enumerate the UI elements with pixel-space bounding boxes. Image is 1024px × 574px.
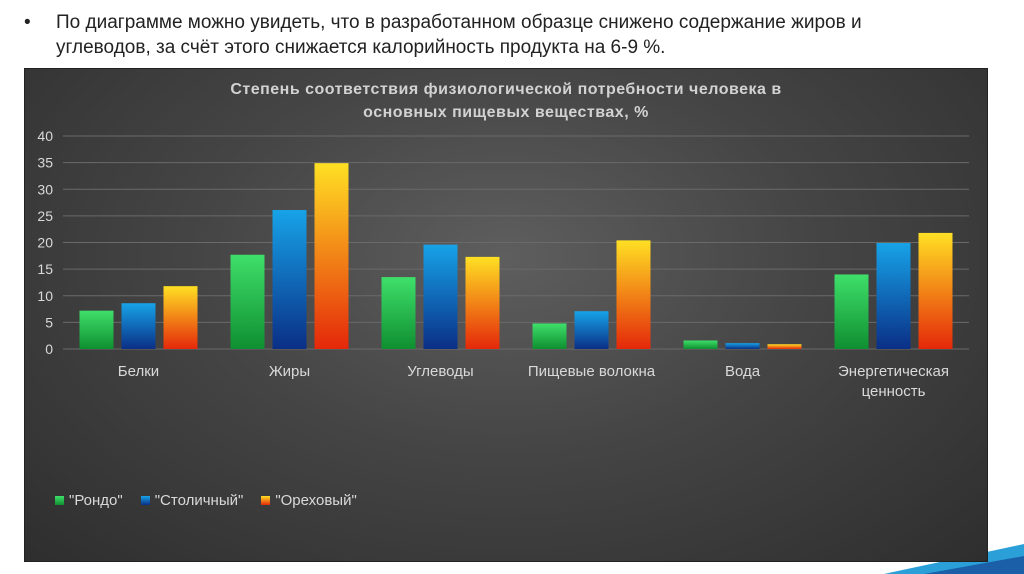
bar bbox=[272, 210, 307, 349]
y-tick-label: 35 bbox=[37, 155, 53, 171]
x-tick-label: Пищевые волокна bbox=[528, 363, 656, 380]
bar bbox=[876, 243, 911, 349]
y-tick-label: 10 bbox=[37, 288, 53, 304]
bar bbox=[314, 163, 349, 349]
bullet-marker: • bbox=[24, 12, 31, 33]
y-tick-label: 15 bbox=[37, 261, 53, 277]
legend-swatch bbox=[261, 496, 271, 505]
chart-legend: "Рондо" "Столичный" "Ореховый" bbox=[55, 492, 357, 509]
y-tick-label: 25 bbox=[37, 208, 53, 224]
legend-item: "Рондо" bbox=[55, 492, 123, 509]
bar bbox=[574, 311, 609, 349]
legend-swatch bbox=[140, 496, 150, 505]
bullet-point: • По диаграмме можно увидеть, что в разр… bbox=[20, 10, 1010, 60]
bar bbox=[381, 277, 416, 349]
legend-label: "Столичный" bbox=[154, 492, 244, 509]
y-tick-label: 30 bbox=[37, 181, 53, 197]
bar bbox=[230, 254, 265, 349]
chart-title: Степень соответствия физиологической пот… bbox=[25, 78, 987, 124]
bar bbox=[918, 232, 953, 349]
legend-label: "Ореховый" bbox=[275, 492, 357, 509]
y-tick-label: 40 bbox=[37, 128, 53, 144]
chart-title-line-2: основных пищевых веществах, % bbox=[363, 104, 649, 121]
y-tick-label: 20 bbox=[37, 235, 53, 251]
bar bbox=[616, 240, 651, 349]
bar bbox=[532, 323, 567, 349]
x-tick-label: Углеводы bbox=[407, 363, 473, 380]
x-tick-label: Жиры bbox=[269, 363, 310, 380]
legend-swatch bbox=[55, 496, 64, 505]
bar bbox=[465, 256, 500, 349]
legend-item: "Ореховый" bbox=[261, 492, 357, 509]
bar bbox=[423, 244, 458, 349]
x-tick-label: Белки bbox=[118, 363, 159, 380]
bar bbox=[834, 274, 869, 349]
bullet-text: По диаграмме можно увидеть, что в разраб… bbox=[56, 10, 986, 60]
bar bbox=[79, 310, 114, 349]
bar-chart: 0 5 10 15 20 25 30 35 40 Белки Жиры Углеводы Пищевые… bbox=[37, 128, 969, 400]
bar bbox=[683, 340, 718, 349]
bar bbox=[163, 286, 198, 349]
bullet-text-line-1: По диаграмме можно увидеть, что в разраб… bbox=[56, 12, 862, 33]
bar bbox=[121, 303, 156, 349]
bar bbox=[767, 344, 802, 349]
legend-label: "Рондо" bbox=[69, 492, 123, 509]
bullet-text-line-2: углеводов, за счёт этого снижается калор… bbox=[56, 37, 666, 58]
y-tick-label: 0 bbox=[45, 341, 53, 357]
legend-item: "Столичный" bbox=[140, 492, 244, 509]
bar bbox=[725, 343, 760, 349]
chart-title-line-1: Степень соответствия физиологической пот… bbox=[230, 81, 782, 98]
x-tick-label: Вода bbox=[725, 363, 761, 380]
x-tick-label: Энергетическая ценность bbox=[838, 363, 949, 400]
chart-panel: Степень соответствия физиологической пот… bbox=[24, 68, 988, 562]
y-tick-label: 5 bbox=[45, 314, 53, 330]
